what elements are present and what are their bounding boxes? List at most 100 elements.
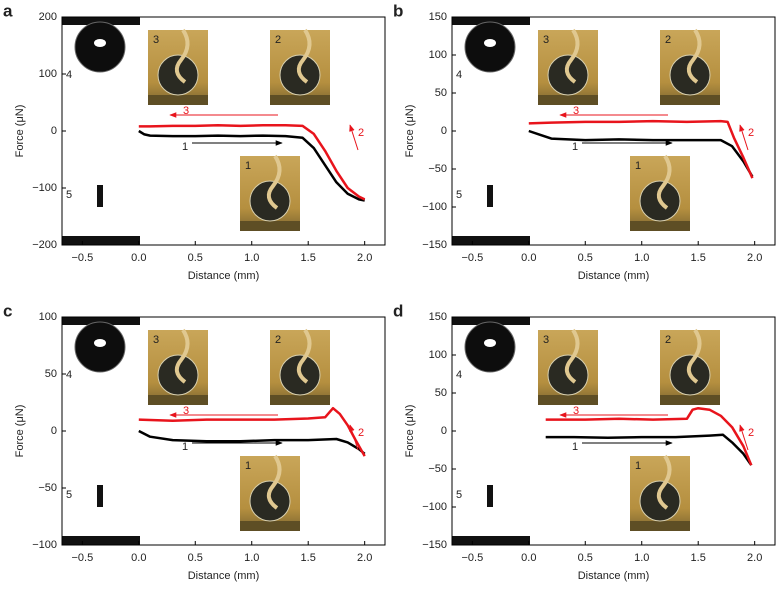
photo-floor [148, 95, 208, 105]
photo-floor [660, 95, 720, 105]
inset-photo: 3 [538, 28, 598, 105]
needle [487, 485, 493, 507]
x-tick-label: 1.0 [244, 552, 259, 564]
curve-label: 2 [748, 127, 754, 139]
inset-label: 5 [456, 189, 462, 201]
force-curve [138, 406, 366, 457]
inset-drop-top: 4 [62, 317, 140, 381]
arrow-lift [739, 124, 749, 151]
photo-floor [538, 95, 598, 105]
inset-photo: 1 [630, 154, 690, 231]
y-axis-label: Force (μN) [14, 105, 26, 158]
inset-drop-top: 4 [452, 317, 530, 381]
needle [97, 185, 103, 207]
x-axis-label: Distance (mm) [188, 570, 260, 582]
y-tick-label: 100 [429, 349, 447, 361]
x-tick-label: 2.0 [357, 552, 372, 564]
wire [686, 28, 702, 84]
substrate [62, 536, 140, 545]
arrow-lift [349, 124, 359, 151]
inset-label: 5 [66, 189, 72, 201]
inset-photo: 3 [148, 328, 208, 405]
inset-label: 3 [543, 334, 549, 346]
x-tick-label: 2.0 [357, 252, 372, 264]
inset-label: 3 [153, 334, 159, 346]
inset-needle: 5 [62, 485, 140, 545]
needle-bar [62, 17, 140, 25]
y-tick-label: −100 [32, 182, 57, 194]
inset-photo: 2 [270, 28, 330, 105]
needle-bar [452, 17, 530, 25]
inset-needle: 5 [452, 485, 530, 545]
y-tick-label: −100 [422, 201, 447, 213]
panel: a 4 5 3 2 1 −200 −100 0 100 200 −0.5 0.0 0.5 1.0 1.5 2.0… [3, 1, 386, 282]
force-curve [138, 429, 366, 455]
wire [266, 454, 282, 510]
inset-label: 2 [665, 334, 671, 346]
curve-label: 3 [573, 405, 579, 417]
inset-drop-top: 4 [62, 17, 140, 81]
x-tick-label: 1.5 [301, 552, 316, 564]
photo-floor [270, 95, 330, 105]
curve-label: 1 [572, 141, 578, 153]
photo-floor [660, 395, 720, 405]
panel-letter: b [393, 1, 403, 20]
y-tick-label: −100 [422, 501, 447, 513]
photo-floor [270, 395, 330, 405]
curve-label: 3 [183, 405, 189, 417]
inset-photo: 1 [630, 454, 690, 531]
x-tick-label: −0.5 [71, 252, 93, 264]
curve-label: 2 [358, 427, 364, 439]
y-tick-label: 100 [429, 49, 447, 61]
y-tick-label: −50 [428, 163, 447, 175]
panel-letter: d [393, 301, 403, 320]
inset-photo: 2 [660, 28, 720, 105]
y-tick-label: −50 [38, 482, 57, 494]
y-tick-label: −200 [32, 239, 57, 251]
drop-highlight [484, 339, 496, 347]
panel: b 4 5 3 2 1 −150 −100 −50 0 50 100 150 −0.5 0.0 0.5 1.0 1… [393, 1, 776, 282]
substrate [452, 536, 530, 545]
x-tick-label: 0.5 [578, 252, 593, 264]
x-tick-label: 1.0 [244, 252, 259, 264]
y-tick-label: −150 [422, 239, 447, 251]
x-tick-label: 2.0 [747, 552, 762, 564]
wire [686, 328, 702, 384]
inset-label: 1 [245, 160, 251, 172]
x-axis-label: Distance (mm) [578, 570, 650, 582]
inset-needle: 5 [62, 185, 140, 245]
needle-bar [452, 317, 530, 325]
curve-label: 3 [183, 105, 189, 117]
force-curve [528, 129, 754, 178]
photo-floor [240, 221, 300, 231]
x-tick-label: 0.0 [131, 552, 146, 564]
y-tick-label: 50 [435, 87, 447, 99]
y-tick-label: −100 [32, 539, 57, 551]
x-tick-label: 0.5 [578, 552, 593, 564]
photo-floor [630, 221, 690, 231]
inset-photo: 2 [270, 328, 330, 405]
inset-label: 2 [275, 334, 281, 346]
inset-photo: 3 [538, 328, 598, 405]
wire [296, 28, 312, 84]
drop-highlight [484, 39, 496, 47]
y-tick-label: 100 [39, 68, 57, 80]
inset-label: 2 [665, 34, 671, 46]
force-curve [138, 124, 366, 201]
photo-floor [148, 395, 208, 405]
inset-label: 4 [456, 69, 462, 81]
inset-label: 2 [275, 34, 281, 46]
y-tick-label: 0 [51, 425, 57, 437]
y-tick-label: 100 [39, 311, 57, 323]
y-tick-label: −150 [422, 539, 447, 551]
wire [266, 154, 282, 210]
inset-label: 1 [635, 160, 641, 172]
wire [296, 328, 312, 384]
photo-floor [630, 521, 690, 531]
inset-label: 3 [153, 34, 159, 46]
wire [564, 328, 580, 384]
inset-label: 1 [245, 460, 251, 472]
x-tick-label: 0.5 [188, 552, 203, 564]
y-tick-label: 150 [429, 11, 447, 23]
